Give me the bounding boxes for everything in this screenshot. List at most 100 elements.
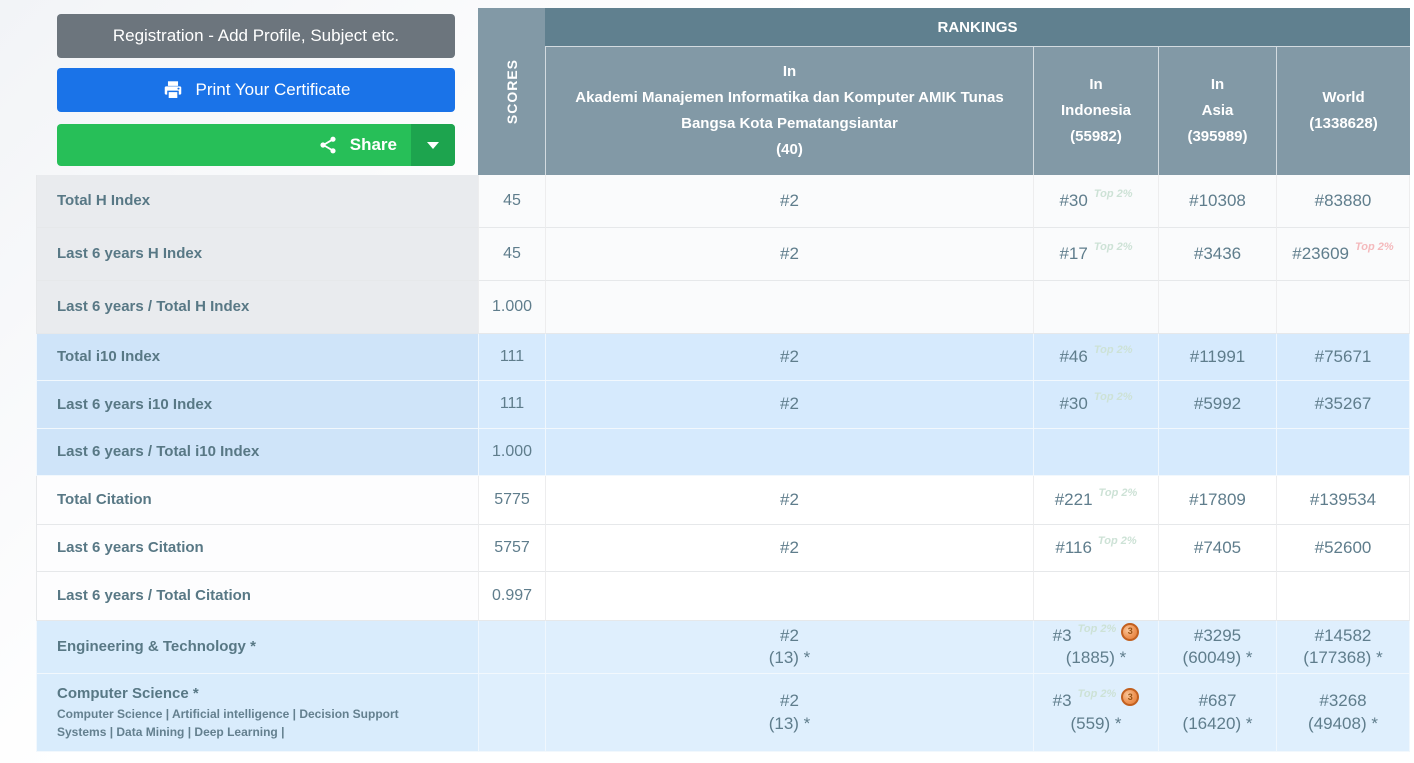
institution-rank-cell: #2 xyxy=(545,476,1033,525)
rank-value: #7405 xyxy=(1193,537,1242,557)
institution-header-count: (40) xyxy=(776,141,803,158)
rank-detail: (16420) * xyxy=(1182,713,1253,733)
printer-icon xyxy=(162,79,184,101)
world-rank-cell: #52600 xyxy=(1276,525,1410,572)
row-label-cell: Last 6 years / Total H Index xyxy=(36,281,478,334)
share-button-main[interactable]: Share xyxy=(57,124,411,166)
world-rank-cell: #23609 Top 2% xyxy=(1276,228,1410,281)
row-label: Total Citation xyxy=(57,491,152,509)
row-label: Last 6 years i10 Index xyxy=(57,395,213,413)
score-value: 111 xyxy=(499,395,525,413)
rank-value: #221 xyxy=(1054,489,1093,509)
world-rank-cell: #14582 (177368) * xyxy=(1276,621,1410,674)
row-label-cell: Last 6 years / Total i10 Index xyxy=(36,429,478,476)
world-rank-cell xyxy=(1276,281,1410,334)
rank-value: #52600 xyxy=(1314,537,1372,557)
world-rank-cell: #35267 xyxy=(1276,381,1410,429)
share-icon xyxy=(318,135,338,155)
world-rank-cell: #83880 xyxy=(1276,175,1410,228)
share-button[interactable]: Share xyxy=(57,124,455,166)
score-cell: 111 xyxy=(478,381,545,429)
world-header-count: (1338628) xyxy=(1309,115,1378,132)
asia-rank-cell xyxy=(1158,281,1276,334)
institution-rank-cell: #2 xyxy=(545,381,1033,429)
indonesia-rank-cell xyxy=(1033,281,1158,334)
score-value: 0.997 xyxy=(491,586,533,604)
rank-value: #10308 xyxy=(1189,190,1246,210)
rank-detail: (13) * xyxy=(768,713,811,733)
institution-rank-cell: #2 xyxy=(545,228,1033,281)
score-value: 45 xyxy=(503,191,521,209)
rank-value: #35267 xyxy=(1314,394,1372,414)
top-2-percent-badge: Top 2% xyxy=(1077,688,1117,701)
institution-rank-cell xyxy=(545,281,1033,334)
world-header-name: World xyxy=(1322,89,1365,106)
rank-value: #2 xyxy=(780,537,799,557)
institution-rank-cell: #2 (13) * xyxy=(545,621,1033,674)
top-2-percent-badge: Top 2% xyxy=(1098,486,1138,499)
rank-value: #3 xyxy=(1052,691,1072,711)
row-label: Total i10 Index xyxy=(57,348,161,366)
asia-rank-cell: #5992 xyxy=(1158,381,1276,429)
indonesia-header-count: (55982) xyxy=(1070,128,1122,145)
score-value: 5757 xyxy=(494,538,530,556)
print-certificate-label: Print Your Certificate xyxy=(195,80,351,99)
institution-header-line1: In xyxy=(782,63,797,80)
bronze-medal-icon: 3 xyxy=(1121,622,1140,641)
column-header-world: World (1338628) xyxy=(1276,46,1410,175)
row-label: Engineering & Technology * xyxy=(57,638,256,656)
rank-value: #2 xyxy=(780,243,799,263)
rank-value: #46 xyxy=(1059,346,1088,366)
rank-value: #2 xyxy=(780,489,799,509)
rank-value: #23609 xyxy=(1292,243,1349,263)
rank-value: #75671 xyxy=(1314,346,1372,366)
score-value: 45 xyxy=(503,244,521,262)
rank-value: #687 xyxy=(1198,691,1237,711)
column-header-indonesia: In Indonesia (55982) xyxy=(1033,46,1158,175)
rank-value: #116 xyxy=(1055,537,1092,557)
score-cell: 1.000 xyxy=(478,429,545,476)
asia-rank-cell: #17809 xyxy=(1158,476,1276,525)
row-label: Last 6 years H Index xyxy=(57,245,203,263)
rank-value: #3295 xyxy=(1193,625,1242,645)
score-cell xyxy=(478,621,545,674)
institution-rank-cell: #2 xyxy=(545,334,1033,381)
institution-rank-cell: #2 xyxy=(545,175,1033,228)
indonesia-rank-cell: #30 Top 2% xyxy=(1033,175,1158,228)
asia-rank-cell: #687 (16420) * xyxy=(1158,674,1276,752)
share-dropdown-toggle[interactable] xyxy=(411,124,455,166)
score-cell: 111 xyxy=(478,334,545,381)
institution-rank-cell: #2 (13) * xyxy=(545,674,1033,752)
asia-rank-cell xyxy=(1158,572,1276,621)
score-cell: 5757 xyxy=(478,525,545,572)
rank-value: #17 xyxy=(1059,243,1088,263)
score-value: 1.000 xyxy=(491,442,533,460)
top-2-percent-badge: Top 2% xyxy=(1077,622,1117,635)
row-label-cell: Total H Index xyxy=(36,175,478,228)
row-label: Last 6 years Citation xyxy=(57,539,204,557)
rank-detail: (60049) * xyxy=(1182,648,1253,667)
row-label: Last 6 years / Total i10 Index xyxy=(57,443,260,461)
top-2-percent-badge: Top 2% xyxy=(1355,240,1394,253)
column-header-asia: In Asia (395989) xyxy=(1158,46,1276,175)
world-rank-cell: #3268 (49408) * xyxy=(1276,674,1410,752)
row-label-cell: Last 6 years H Index xyxy=(36,228,478,281)
asia-header-name: Asia xyxy=(1201,102,1234,119)
row-label-cell: Last 6 years Citation xyxy=(36,525,478,572)
registration-button[interactable]: Registration - Add Profile, Subject etc. xyxy=(57,14,455,58)
asia-rank-cell: #11991 xyxy=(1158,334,1276,381)
score-cell: 1.000 xyxy=(478,281,545,334)
rankings-table: SCORES RANKINGS In Akademi Manajemen Inf… xyxy=(36,8,1410,752)
indonesia-header-line1: In xyxy=(1089,76,1103,93)
row-label: Total H Index xyxy=(57,192,151,210)
asia-rank-cell: #7405 xyxy=(1158,525,1276,572)
rank-value: #14582 xyxy=(1314,625,1372,645)
rank-value: #3 xyxy=(1052,625,1072,645)
print-certificate-button[interactable]: Print Your Certificate xyxy=(57,68,455,112)
top-2-percent-badge: Top 2% xyxy=(1093,343,1133,356)
indonesia-rank-cell: #3 Top 2% 3 (1885) * xyxy=(1033,621,1158,674)
indonesia-rank-cell: #30 Top 2% xyxy=(1033,381,1158,429)
scores-column-header: SCORES xyxy=(478,8,545,175)
indonesia-rank-cell: #46 Top 2% xyxy=(1033,334,1158,381)
asia-header-count: (395989) xyxy=(1187,128,1248,145)
